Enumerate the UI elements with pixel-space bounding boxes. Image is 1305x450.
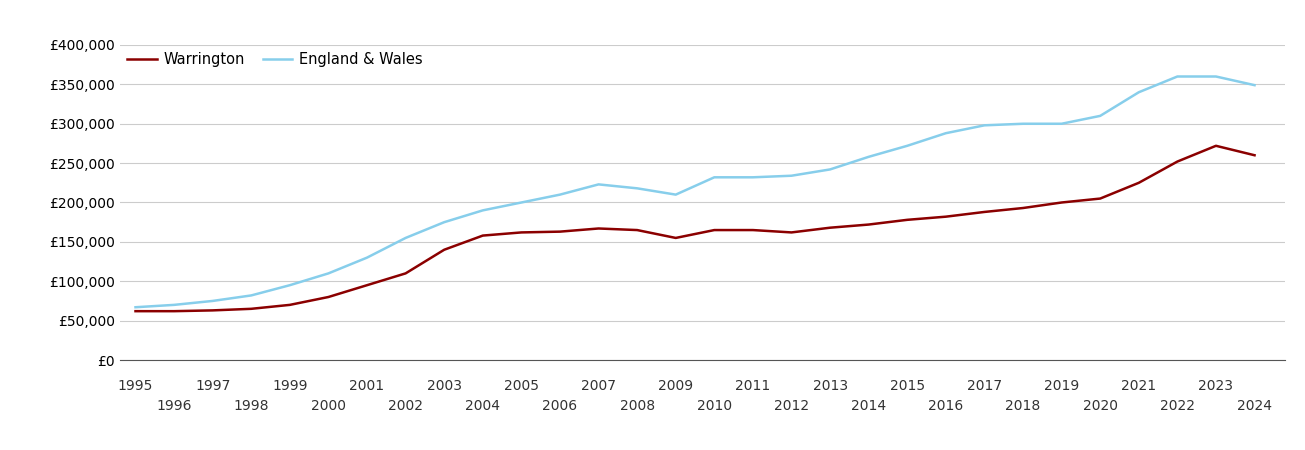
England & Wales [706, 175, 722, 180]
Text: 2023: 2023 [1198, 379, 1233, 393]
Text: 2022: 2022 [1160, 399, 1195, 413]
Text: 1995: 1995 [117, 379, 153, 393]
Text: 2007: 2007 [581, 379, 616, 393]
England & Wales [205, 298, 221, 304]
England & Wales [629, 185, 645, 191]
Text: 2013: 2013 [813, 379, 848, 393]
England & Wales [938, 130, 954, 136]
Text: 2014: 2014 [851, 399, 886, 413]
Warrington [1246, 153, 1262, 158]
Warrington [899, 217, 915, 222]
Text: 2000: 2000 [311, 399, 346, 413]
Legend: Warrington, England & Wales: Warrington, England & Wales [128, 52, 423, 68]
Warrington [706, 227, 722, 233]
Warrington [475, 233, 491, 238]
Line: England & Wales: England & Wales [136, 76, 1254, 307]
England & Wales [822, 166, 838, 172]
England & Wales [244, 292, 260, 298]
England & Wales [1169, 74, 1185, 79]
Warrington [976, 209, 992, 215]
Text: 2001: 2001 [350, 379, 385, 393]
Warrington [128, 308, 144, 314]
England & Wales [398, 235, 414, 241]
England & Wales [745, 175, 761, 180]
Warrington [321, 294, 337, 300]
Warrington [514, 230, 530, 235]
Text: 2003: 2003 [427, 379, 462, 393]
Text: 2009: 2009 [658, 379, 693, 393]
England & Wales [1246, 82, 1262, 88]
England & Wales [436, 220, 452, 225]
Text: 1999: 1999 [273, 379, 308, 393]
England & Wales [359, 255, 375, 260]
England & Wales [1015, 121, 1031, 126]
Warrington [1015, 205, 1031, 211]
England & Wales [1053, 121, 1069, 126]
England & Wales [282, 283, 298, 288]
Warrington [745, 227, 761, 233]
Warrington [1053, 200, 1069, 205]
Text: 1998: 1998 [234, 399, 269, 413]
England & Wales [552, 192, 568, 197]
Warrington [1131, 180, 1147, 185]
England & Wales [1208, 74, 1224, 79]
England & Wales [475, 207, 491, 213]
England & Wales [861, 154, 877, 159]
Warrington [359, 283, 375, 288]
Text: 2010: 2010 [697, 399, 732, 413]
Text: 2005: 2005 [504, 379, 539, 393]
Text: 2018: 2018 [1005, 399, 1040, 413]
Text: 2024: 2024 [1237, 399, 1272, 413]
Warrington [784, 230, 800, 235]
England & Wales [1092, 113, 1108, 118]
England & Wales [591, 182, 607, 187]
Warrington [398, 270, 414, 276]
Text: 1996: 1996 [157, 399, 192, 413]
Warrington [205, 308, 221, 313]
England & Wales [976, 122, 992, 128]
England & Wales [784, 173, 800, 178]
Text: 2020: 2020 [1083, 399, 1117, 413]
Text: 2006: 2006 [543, 399, 578, 413]
England & Wales [166, 302, 181, 308]
Text: 2012: 2012 [774, 399, 809, 413]
England & Wales [128, 305, 144, 310]
Warrington [552, 229, 568, 234]
Warrington [244, 306, 260, 311]
Warrington [166, 308, 181, 314]
England & Wales [668, 192, 684, 197]
England & Wales [514, 200, 530, 205]
Text: 2015: 2015 [890, 379, 925, 393]
Warrington [1169, 159, 1185, 164]
Warrington [282, 302, 298, 308]
Warrington [436, 247, 452, 252]
Text: 2011: 2011 [735, 379, 770, 393]
Warrington [1092, 196, 1108, 201]
England & Wales [321, 270, 337, 276]
Text: 2019: 2019 [1044, 379, 1079, 393]
Text: 2016: 2016 [928, 399, 963, 413]
Text: 1997: 1997 [194, 379, 231, 393]
Text: 2008: 2008 [620, 399, 655, 413]
Warrington [938, 214, 954, 219]
Text: 2004: 2004 [466, 399, 500, 413]
Warrington [629, 227, 645, 233]
Line: Warrington: Warrington [136, 146, 1254, 311]
Warrington [668, 235, 684, 241]
Warrington [861, 222, 877, 227]
Warrington [822, 225, 838, 230]
Warrington [591, 226, 607, 231]
England & Wales [899, 143, 915, 148]
Text: 2021: 2021 [1121, 379, 1156, 393]
Warrington [1208, 143, 1224, 148]
Text: 2002: 2002 [388, 399, 423, 413]
Text: 2017: 2017 [967, 379, 1002, 393]
England & Wales [1131, 90, 1147, 95]
